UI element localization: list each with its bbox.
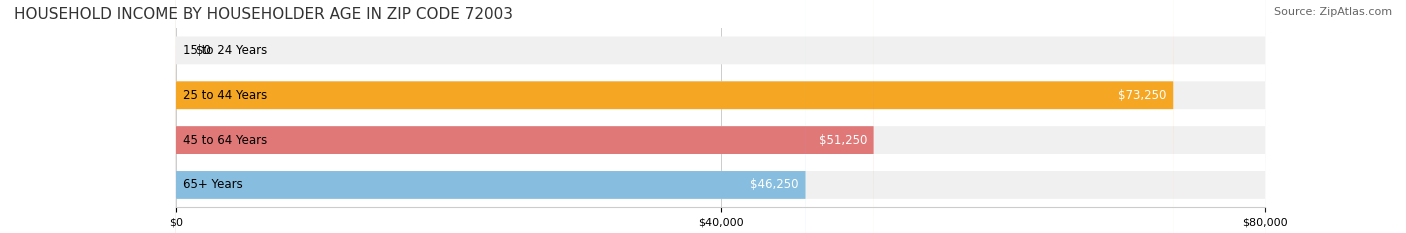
FancyBboxPatch shape (176, 0, 806, 233)
FancyBboxPatch shape (176, 0, 873, 233)
Text: $0: $0 (197, 44, 211, 57)
FancyBboxPatch shape (176, 0, 1265, 233)
Text: $51,250: $51,250 (818, 134, 868, 147)
Text: HOUSEHOLD INCOME BY HOUSEHOLDER AGE IN ZIP CODE 72003: HOUSEHOLD INCOME BY HOUSEHOLDER AGE IN Z… (14, 7, 513, 22)
FancyBboxPatch shape (176, 0, 1265, 233)
FancyBboxPatch shape (176, 0, 1174, 233)
Text: $46,250: $46,250 (751, 178, 799, 192)
FancyBboxPatch shape (176, 0, 1265, 233)
Text: 65+ Years: 65+ Years (183, 178, 242, 192)
Text: 25 to 44 Years: 25 to 44 Years (183, 89, 267, 102)
Text: Source: ZipAtlas.com: Source: ZipAtlas.com (1274, 7, 1392, 17)
Text: 45 to 64 Years: 45 to 64 Years (183, 134, 267, 147)
FancyBboxPatch shape (176, 0, 1265, 233)
Text: $73,250: $73,250 (1118, 89, 1167, 102)
Text: 15 to 24 Years: 15 to 24 Years (183, 44, 267, 57)
